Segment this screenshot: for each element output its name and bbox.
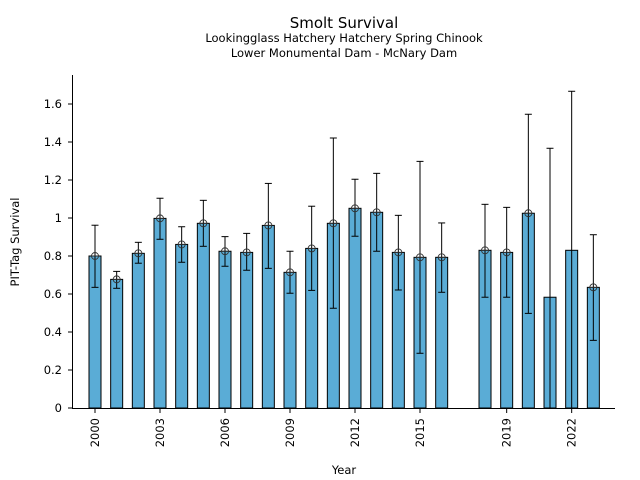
point-marker-2000 (91, 252, 99, 260)
point-marker-2018 (481, 246, 489, 255)
x-tick-label: 2000 (88, 418, 102, 447)
error-bar-2021 (546, 147, 554, 408)
error-bar-2018 (481, 203, 489, 298)
point-marker-2020 (524, 209, 533, 218)
bar-2002 (131, 252, 145, 409)
y-tick-label: 0 (55, 401, 62, 415)
point-marker-2015 (416, 253, 424, 262)
bar-2004 (175, 243, 189, 409)
point-marker-2014 (394, 248, 403, 257)
bar-2003 (153, 217, 167, 409)
chart-subtitle-line-1: Lookingglass Hatchery Hatchery Spring Ch… (205, 31, 483, 45)
bar-2001 (110, 278, 124, 409)
point-marker-2012 (351, 204, 359, 213)
error-bar-2020 (524, 113, 532, 314)
bar-2005 (196, 222, 210, 409)
x-tick-label: 2015 (413, 418, 427, 447)
point-marker-2019 (502, 248, 511, 257)
y-tick-label: 0.6 (44, 287, 62, 301)
y-tick-label: 1.6 (44, 97, 62, 111)
x-tick-label: 2022 (565, 418, 579, 447)
point-marker-2011 (329, 219, 338, 228)
x-tick-label: 2019 (500, 418, 514, 447)
bar-2006 (218, 250, 232, 409)
point-marker-2013 (372, 208, 381, 217)
point-marker-2002 (134, 249, 143, 258)
point-marker-2008 (264, 221, 273, 230)
error-bar-2012 (351, 178, 359, 237)
point-marker-2004 (177, 240, 186, 249)
chart-subtitle-line-2: Lower Monumental Dam - McNary Dam (231, 46, 457, 60)
point-marker-2016 (437, 253, 446, 262)
point-marker-2006 (221, 247, 229, 256)
bar-2012 (348, 207, 362, 409)
error-bars-group (91, 90, 597, 408)
error-bar-2007 (243, 232, 251, 271)
point-marker-2001 (112, 275, 121, 284)
y-tick-label: 1.4 (44, 135, 62, 149)
point-marker-2010 (307, 244, 316, 253)
error-bar-2022 (568, 90, 576, 408)
y-tick-label: 0.2 (44, 363, 62, 377)
x-tick-label: 2012 (348, 418, 362, 447)
y-tick-label: 0.4 (44, 325, 62, 339)
y-tick-label: 1 (55, 211, 62, 225)
x-ticks-group: 2000 2003 2006 2009 2012 2015 2019 2022 (88, 408, 579, 447)
point-marker-2005 (199, 219, 208, 228)
x-axis-label: Year (331, 463, 357, 477)
error-bar-2001 (113, 270, 121, 289)
x-tick-label: 2006 (218, 418, 232, 447)
point-marker-2009 (286, 268, 294, 277)
bars-group (88, 207, 600, 409)
y-axis-label: PIT-Tag Survival (8, 198, 22, 287)
point-marker-2003 (156, 214, 164, 223)
x-tick-label: 2009 (283, 418, 297, 447)
point-marker-2007 (242, 248, 251, 257)
bar-2007 (240, 251, 254, 409)
chart-title: Smolt Survival (290, 14, 399, 32)
markers-group (91, 204, 598, 292)
x-tick-label: 2003 (153, 418, 167, 447)
point-marker-2023 (589, 283, 598, 292)
y-tick-label: 1.2 (44, 173, 62, 187)
y-ticks-group: 0 0.2 0.4 0.6 0.8 1 1.2 1.4 1.6 (44, 97, 73, 415)
error-bar-2008 (264, 182, 272, 269)
error-bar-2002 (134, 241, 142, 264)
y-tick-label: 0.8 (44, 249, 62, 263)
